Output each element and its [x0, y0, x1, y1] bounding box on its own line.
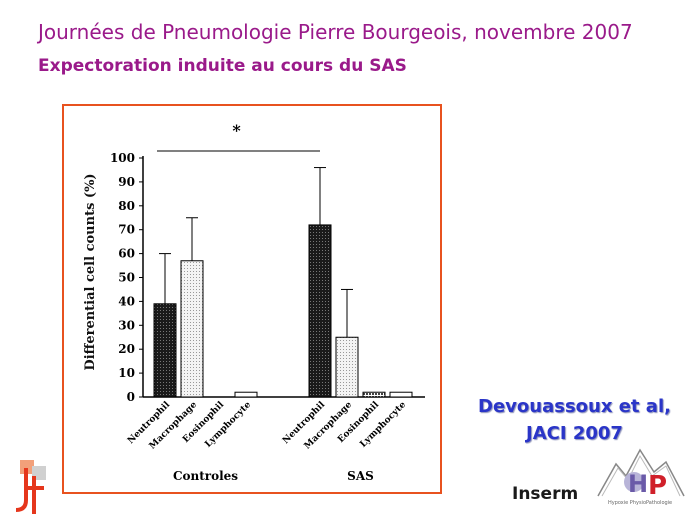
slide-subtitle: Expectoration induite au cours du SAS [38, 56, 407, 76]
citation-authors: Devouassoux et al, [478, 396, 671, 417]
bar-sas-neutrophil [308, 224, 332, 398]
y-tick-label: 100 [110, 151, 135, 165]
y-tick-label: 90 [118, 175, 135, 189]
bar-controles-lymphocyte [234, 391, 258, 398]
hp-caption: Hypoxie PhysioPathologie [608, 500, 673, 506]
citation-journal: JACI 2007 [526, 423, 623, 444]
y-tick-label: 20 [118, 342, 135, 356]
jf-logo [15, 460, 46, 514]
significance-star: * [232, 121, 241, 140]
y-tick-label: 0 [127, 390, 135, 404]
x-tick-label: Macrophage [148, 400, 200, 452]
y-tick-label: 60 [118, 247, 135, 261]
x-tick-label: Macrophage [303, 400, 355, 452]
group-label-sas: SAS [347, 469, 374, 483]
y-tick-label: 50 [118, 271, 135, 285]
y-tick-label: 10 [118, 366, 135, 380]
citation: Devouassoux et al, JACI 2007 [462, 393, 687, 447]
y-tick-label: 70 [118, 223, 135, 237]
group-label-controles: Controles [173, 469, 238, 483]
bar-controles-neutrophil [153, 303, 177, 398]
y-tick-label: 40 [118, 294, 135, 308]
chart-frame [62, 104, 442, 494]
slide-title: Journées de Pneumologie Pierre Bourgeois… [38, 20, 633, 44]
bar-controles-macrophage [180, 260, 204, 398]
y-tick-label: 80 [118, 199, 135, 213]
svg-text:P: P [648, 471, 667, 501]
inserm-logo: Inserm [512, 484, 579, 504]
bar-sas-macrophage [335, 336, 359, 398]
hp-logo: H P [597, 448, 685, 501]
bar-sas-lymphocyte [389, 391, 413, 398]
bar-sas-eosinophil [362, 391, 386, 398]
svg-text:H: H [628, 470, 648, 498]
y-tick-label: 30 [118, 318, 135, 332]
y-axis-label: Differential cell counts (%) [83, 173, 98, 370]
